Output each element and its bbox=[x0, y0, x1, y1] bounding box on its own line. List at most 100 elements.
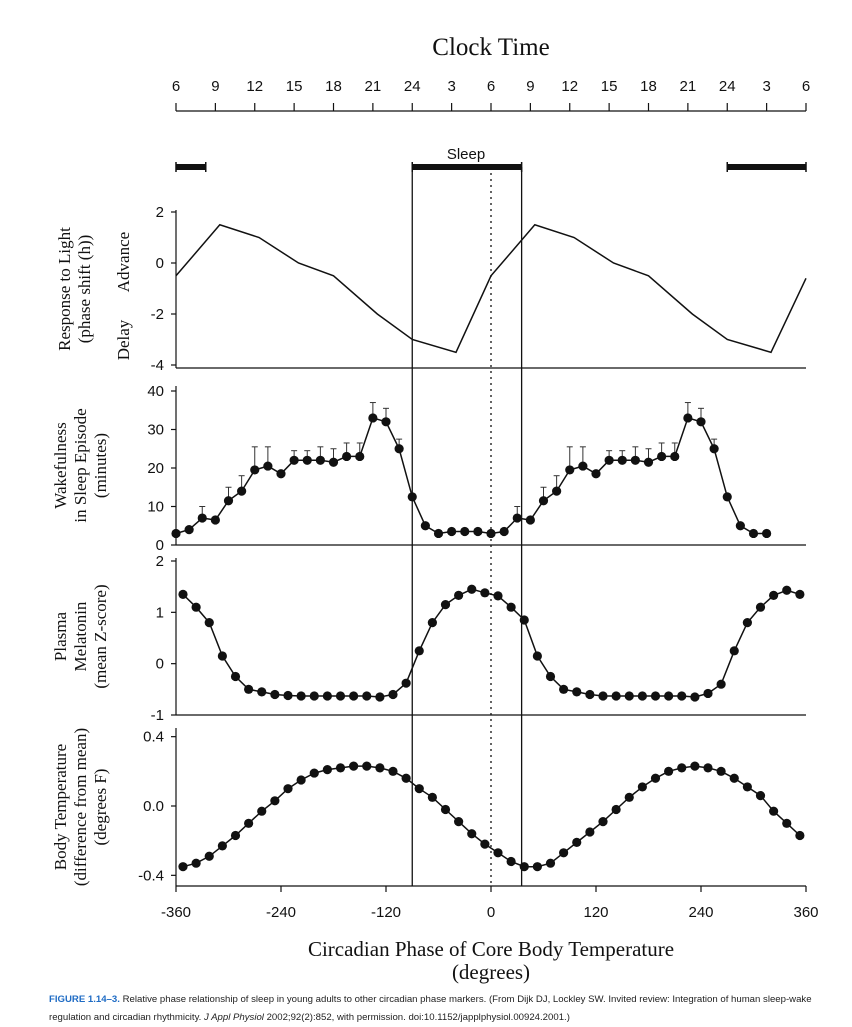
y-tick-label: 40 bbox=[147, 383, 164, 400]
data-point bbox=[677, 691, 687, 701]
clock-tick-label: 24 bbox=[719, 78, 736, 95]
data-point bbox=[401, 773, 411, 783]
data-point bbox=[617, 455, 627, 465]
y-tick-label: 30 bbox=[147, 422, 164, 439]
data-point bbox=[499, 526, 509, 537]
data-point bbox=[545, 671, 556, 682]
y-axis-label: (degrees F) bbox=[91, 769, 110, 846]
data-point bbox=[722, 492, 732, 502]
clock-tick-label: 3 bbox=[447, 78, 455, 95]
data-point bbox=[394, 444, 404, 454]
data-point bbox=[309, 768, 319, 778]
y-tick-label: 0.4 bbox=[143, 729, 164, 746]
data-point bbox=[322, 691, 332, 701]
data-point bbox=[244, 818, 254, 828]
data-point bbox=[210, 515, 220, 525]
data-point bbox=[375, 692, 385, 702]
clock-tick-label: 6 bbox=[487, 78, 495, 95]
data-point bbox=[414, 646, 424, 656]
data-point bbox=[257, 687, 267, 697]
x-tick-label: 0 bbox=[487, 904, 495, 921]
data-point bbox=[480, 588, 490, 598]
data-point bbox=[643, 457, 654, 467]
y-axis-label: Plasma bbox=[51, 611, 70, 661]
data-point bbox=[795, 830, 805, 841]
y-tick-label: 1 bbox=[156, 604, 164, 621]
data-point bbox=[178, 589, 188, 599]
clock-tick-label: 18 bbox=[640, 78, 657, 95]
data-point bbox=[276, 469, 286, 479]
data-point bbox=[572, 687, 582, 697]
data-point bbox=[296, 775, 306, 785]
data-point bbox=[223, 496, 234, 506]
clock-tick-label: 9 bbox=[211, 78, 219, 95]
data-point bbox=[270, 796, 280, 806]
data-point bbox=[664, 691, 674, 701]
data-point bbox=[375, 763, 385, 773]
x-tick-label: 120 bbox=[583, 904, 608, 921]
data-point bbox=[755, 791, 766, 801]
clock-tick-label: 15 bbox=[601, 78, 618, 95]
y-tick-label: 0 bbox=[156, 656, 164, 673]
data-point bbox=[322, 765, 332, 775]
clock-tick-label: 18 bbox=[325, 78, 342, 95]
data-point bbox=[683, 413, 693, 423]
data-point bbox=[197, 513, 207, 523]
data-point bbox=[506, 602, 516, 612]
data-point bbox=[545, 858, 556, 868]
data-point bbox=[467, 829, 477, 839]
light-response-panel: 2 0 -2 -4 Response to Light (phase shift (h))… bbox=[55, 204, 807, 374]
series-line bbox=[175, 416, 767, 535]
data-point bbox=[598, 817, 608, 827]
data-point bbox=[454, 590, 464, 600]
data-point bbox=[512, 513, 522, 523]
data-point bbox=[283, 784, 293, 794]
data-point bbox=[709, 444, 719, 454]
data-point bbox=[447, 526, 457, 537]
data-point bbox=[585, 689, 595, 700]
data-point bbox=[217, 651, 227, 661]
data-point bbox=[552, 486, 562, 496]
data-point bbox=[355, 451, 365, 462]
data-point bbox=[559, 684, 569, 694]
data-point bbox=[335, 763, 346, 773]
data-point bbox=[480, 839, 490, 849]
data-point bbox=[467, 584, 477, 594]
data-point bbox=[427, 618, 437, 628]
data-point bbox=[315, 455, 325, 465]
y-axis-label: Response to Light bbox=[55, 227, 74, 351]
data-point bbox=[716, 679, 726, 689]
y-tick-label: -2 bbox=[151, 306, 164, 323]
data-point bbox=[637, 691, 647, 701]
data-point bbox=[716, 766, 726, 776]
data-point bbox=[762, 528, 772, 539]
caption-journal: J Appl Physiol bbox=[204, 1012, 264, 1023]
data-point bbox=[342, 451, 352, 462]
data-point bbox=[630, 455, 640, 465]
clock-tick-label: 21 bbox=[680, 78, 697, 95]
data-point bbox=[283, 690, 293, 701]
data-point bbox=[178, 862, 188, 872]
x-tick-label: 360 bbox=[793, 904, 818, 921]
x-tick-label: 240 bbox=[688, 904, 713, 921]
data-point bbox=[250, 465, 260, 475]
phase-axis: -360 -240 -120 0 120 240 360 bbox=[161, 886, 819, 921]
data-point bbox=[270, 689, 280, 700]
clock-tick-label: 12 bbox=[561, 78, 578, 95]
body-temperature-panel: 0.4 0.0 -0.4 Body Temperature (difference fr… bbox=[51, 728, 806, 887]
data-point bbox=[184, 525, 194, 535]
y-axis-label: Wakefulness bbox=[51, 422, 70, 508]
data-point bbox=[578, 461, 588, 471]
data-point bbox=[670, 451, 680, 462]
data-point bbox=[703, 763, 713, 773]
data-point bbox=[585, 827, 595, 837]
y-axis-label: (phase shift (h)) bbox=[75, 235, 94, 344]
data-point bbox=[742, 782, 752, 792]
data-point bbox=[171, 528, 181, 539]
y-tick-label: 2 bbox=[156, 204, 164, 221]
data-point bbox=[414, 784, 424, 794]
data-point bbox=[302, 455, 312, 465]
y-axis-label: (difference from mean) bbox=[71, 728, 90, 886]
caption-citation: 2002;92(2):852, with permission. doi:10.… bbox=[266, 1012, 570, 1023]
data-point bbox=[742, 618, 752, 628]
